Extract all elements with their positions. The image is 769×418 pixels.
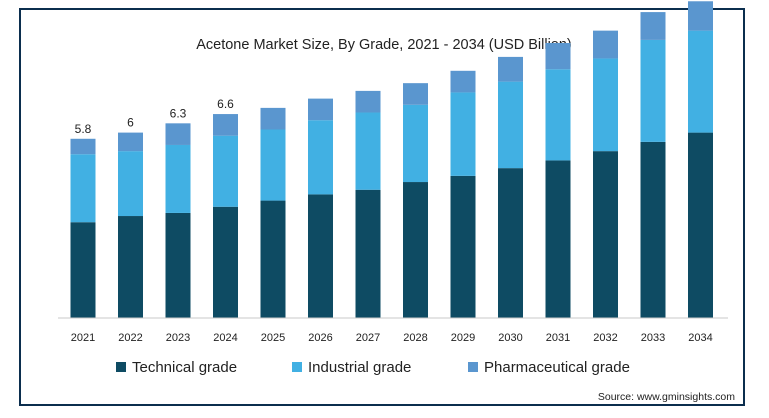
bar-2021-pharmaceutical-grade: [70, 138, 96, 155]
bars-group: [70, 1, 713, 318]
x-tick-2031: 2031: [546, 332, 570, 344]
bar-2032-pharmaceutical-grade: [593, 30, 618, 59]
bar-2033-industrial-grade: [640, 39, 666, 142]
x-tick-2026: 2026: [308, 332, 332, 344]
bar-2021-technical-grade: [70, 222, 96, 318]
legend: Technical grade Industrial grade Pharmaceu…: [116, 359, 630, 376]
bar-2023-technical-grade: [165, 212, 191, 318]
x-tick-2024: 2024: [213, 332, 237, 344]
bar-2032-technical-grade: [593, 151, 618, 318]
bar-2025-industrial-grade: [260, 129, 286, 201]
bar-2032-industrial-grade: [593, 58, 618, 152]
bar-2025-technical-grade: [260, 200, 286, 318]
bar-2029-pharmaceutical-grade: [450, 70, 476, 93]
x-tick-2022: 2022: [118, 332, 142, 344]
bar-2025-pharmaceutical-grade: [260, 107, 286, 130]
data-label-2022: 6: [127, 116, 134, 130]
bar-2024-pharmaceutical-grade: [213, 114, 238, 136]
bar-2024-technical-grade: [213, 206, 238, 318]
bar-2031-pharmaceutical-grade: [545, 42, 571, 70]
bar-2029-industrial-grade: [450, 92, 476, 176]
bar-2026-pharmaceutical-grade: [308, 98, 333, 121]
bar-2027-pharmaceutical-grade: [355, 90, 381, 113]
bar-2034-industrial-grade: [688, 30, 713, 133]
bar-2031-technical-grade: [545, 160, 571, 318]
x-tick-2021: 2021: [71, 332, 95, 344]
bar-2026-technical-grade: [308, 194, 333, 318]
bar-2028-pharmaceutical-grade: [403, 83, 428, 105]
bar-2031-industrial-grade: [545, 69, 571, 161]
bar-2022-industrial-grade: [118, 151, 143, 217]
x-tick-2034: 2034: [688, 332, 712, 344]
data-label-2021: 5.8: [75, 122, 92, 136]
legend-label-pharmaceutical-grade: Pharmaceutical grade: [484, 359, 630, 376]
source-note: Source: www.gminsights.com: [598, 391, 735, 403]
bar-2023-industrial-grade: [165, 144, 191, 213]
bar-2028-technical-grade: [403, 182, 428, 318]
bar-2026-industrial-grade: [308, 120, 333, 195]
x-tick-2032: 2032: [593, 332, 617, 344]
bar-2022-pharmaceutical-grade: [118, 132, 143, 152]
bar-2027-industrial-grade: [355, 112, 381, 190]
legend-swatch-pharmaceutical-grade: [468, 362, 478, 372]
data-label-2023: 6.3: [170, 106, 187, 120]
bar-2024-industrial-grade: [213, 135, 238, 207]
bar-2033-technical-grade: [640, 141, 666, 318]
legend-swatch-technical-grade: [116, 362, 126, 372]
legend-label-technical-grade: Technical grade: [132, 359, 237, 376]
x-tick-2030: 2030: [498, 332, 522, 344]
bar-2021-industrial-grade: [70, 154, 96, 223]
bar-2034-technical-grade: [688, 132, 713, 318]
x-tick-2033: 2033: [641, 332, 665, 344]
bar-2030-industrial-grade: [498, 81, 523, 169]
bar-2028-industrial-grade: [403, 104, 428, 183]
data-label-2024: 6.6: [217, 97, 234, 111]
x-tick-2023: 2023: [166, 332, 190, 344]
x-tick-2029: 2029: [451, 332, 475, 344]
bar-2022-technical-grade: [118, 216, 143, 318]
bar-2023-pharmaceutical-grade: [165, 123, 191, 145]
bar-2033-pharmaceutical-grade: [640, 12, 666, 40]
bar-2034-pharmaceutical-grade: [688, 1, 713, 31]
bar-2030-pharmaceutical-grade: [498, 56, 523, 82]
bar-2027-technical-grade: [355, 189, 381, 318]
bar-2029-technical-grade: [450, 175, 476, 318]
legend-swatch-industrial-grade: [292, 362, 302, 372]
x-tick-2028: 2028: [403, 332, 427, 344]
x-tick-labels: 2021 2022 2023 2024 2025 2026 2027 2028 2029 2030…: [71, 332, 713, 344]
x-tick-2027: 2027: [356, 332, 380, 344]
legend-label-industrial-grade: Industrial grade: [308, 359, 411, 376]
x-tick-2025: 2025: [261, 332, 285, 344]
data-labels: 5.8 6 6.3 6.6: [75, 97, 235, 136]
bar-2030-technical-grade: [498, 168, 523, 318]
chart-title: Acetone Market Size, By Grade, 2021 - 20…: [196, 37, 572, 53]
